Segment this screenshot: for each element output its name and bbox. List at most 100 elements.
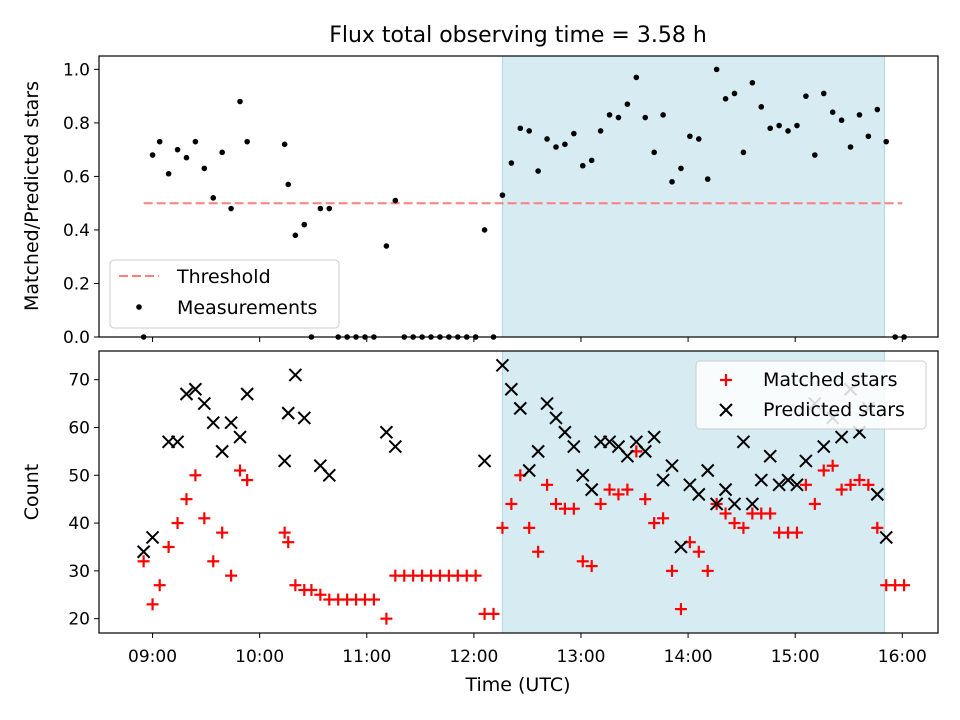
bottom-x-tick-label: 16:00 (878, 647, 927, 667)
top-y-axis-label: Matched/Predicted stars (21, 81, 43, 311)
predicted-stars-legend-swatch (719, 403, 733, 417)
measurement-point (383, 243, 390, 249)
predicted-star-point (549, 411, 563, 425)
measurement-point (642, 114, 649, 121)
predicted-star-point (817, 439, 831, 454)
predicted-star-point (188, 382, 203, 396)
measurement-point (156, 138, 163, 145)
predicted-star-point (781, 473, 795, 487)
matched-star-point (278, 526, 291, 539)
matched-star-point (701, 564, 714, 577)
predicted-star-point (558, 425, 572, 439)
matched-star-point (719, 507, 732, 520)
measurement-point (301, 221, 308, 228)
measurement-point (633, 74, 640, 81)
x-axis-label: Time (UTC) (464, 674, 570, 696)
top-x-axis (152, 337, 903, 342)
measurement-point (579, 162, 586, 169)
bottom-y-tick-label: 60 (68, 418, 90, 438)
matched-star-point (137, 555, 150, 568)
measurement-point (588, 157, 595, 164)
matched-star-point (808, 497, 821, 510)
measurement-point (803, 93, 809, 99)
predicted-star-point (522, 463, 536, 478)
measurement-point (695, 136, 702, 142)
bottom-y-tick-label: 50 (68, 466, 90, 486)
measurement-point (704, 176, 711, 182)
bottom-legend: Matched stars Predicted stars (695, 360, 927, 430)
predicted-star-point (799, 454, 813, 468)
matched-star-point (541, 478, 554, 491)
measurement-point (228, 205, 234, 212)
measurement-point (317, 205, 324, 212)
bottom-x-tick-label: 14:00 (664, 647, 713, 667)
measurement-point (758, 104, 765, 110)
bottom-x-tick-label: 10:00 (235, 647, 284, 667)
measurement-point (244, 138, 250, 145)
chart-title: Flux total observing time = 3.58 h (329, 23, 707, 48)
measurement-point (749, 79, 756, 86)
matched-star-point (469, 569, 482, 582)
matched-star-point (496, 521, 509, 534)
matched-star-point (603, 483, 616, 496)
bottom-x-tick-label: 09:00 (128, 647, 177, 667)
predicted-star-point (584, 482, 599, 497)
measurement-point (874, 106, 881, 113)
predicted-star-point (531, 444, 545, 459)
measurement-point (883, 138, 890, 145)
measurement-point (201, 165, 208, 172)
predicted-star-point (170, 435, 185, 449)
matched-star-point (790, 526, 803, 539)
measurement-point (624, 101, 631, 107)
predicted-stars-series (136, 358, 893, 559)
matched-star-point (764, 507, 777, 520)
matched-star-point (367, 593, 380, 606)
measurement-point (829, 109, 836, 115)
matched-star-point (844, 478, 857, 491)
matched-star-point (871, 521, 884, 534)
predicted-star-point (288, 368, 303, 382)
measurement-point (615, 114, 622, 121)
top-y-axis: 0.0 0.2 0.4 0.6 0.8 1.0 (63, 60, 99, 348)
predicted-star-point (576, 468, 590, 482)
predicted-star-point (754, 473, 768, 487)
matched-star-point (162, 540, 175, 553)
threshold-legend-label: Threshold (176, 266, 271, 288)
predicted-star-point (790, 478, 804, 492)
measurement-point (669, 178, 675, 185)
bottom-y-axis-label: Count (21, 464, 43, 520)
measurement-point (722, 96, 729, 102)
predicted-star-point (477, 454, 492, 468)
measurement-point (326, 205, 333, 212)
predicted-star-point (701, 463, 715, 478)
predicted-star-point (277, 454, 292, 468)
matched-star-point (621, 483, 634, 496)
predicted-star-point (322, 468, 336, 482)
predicted-star-point (215, 444, 229, 459)
predicted-star-point (638, 444, 652, 459)
matched-star-point (171, 517, 184, 530)
top-y-tick-label: 1.0 (63, 60, 90, 80)
measurement-point (785, 128, 791, 134)
matched-star-point (835, 483, 848, 496)
measurement-point (562, 141, 568, 148)
matched-star-point (594, 497, 607, 510)
measurement-point (847, 144, 854, 150)
matched-star-point (207, 555, 220, 568)
predicted-star-point (718, 482, 733, 497)
predicted-star-point (379, 425, 394, 439)
measurement-point (856, 112, 863, 118)
top-panel: 0.0 0.2 0.4 0.6 0.8 1.0 Matched/Predicted sta… (21, 55, 939, 348)
matched-star-point (657, 512, 670, 525)
matched-star-point (648, 517, 661, 530)
predicted-star-point (692, 487, 706, 502)
measurement-point (165, 170, 172, 177)
measurement-point (553, 144, 559, 150)
measurement-point (740, 149, 747, 156)
measurement-point (237, 98, 243, 105)
bottom-x-tick-label: 12:00 (449, 647, 498, 667)
predicted-star-point (206, 415, 220, 430)
matched-star-point (549, 497, 562, 510)
measurement-point (651, 149, 657, 156)
